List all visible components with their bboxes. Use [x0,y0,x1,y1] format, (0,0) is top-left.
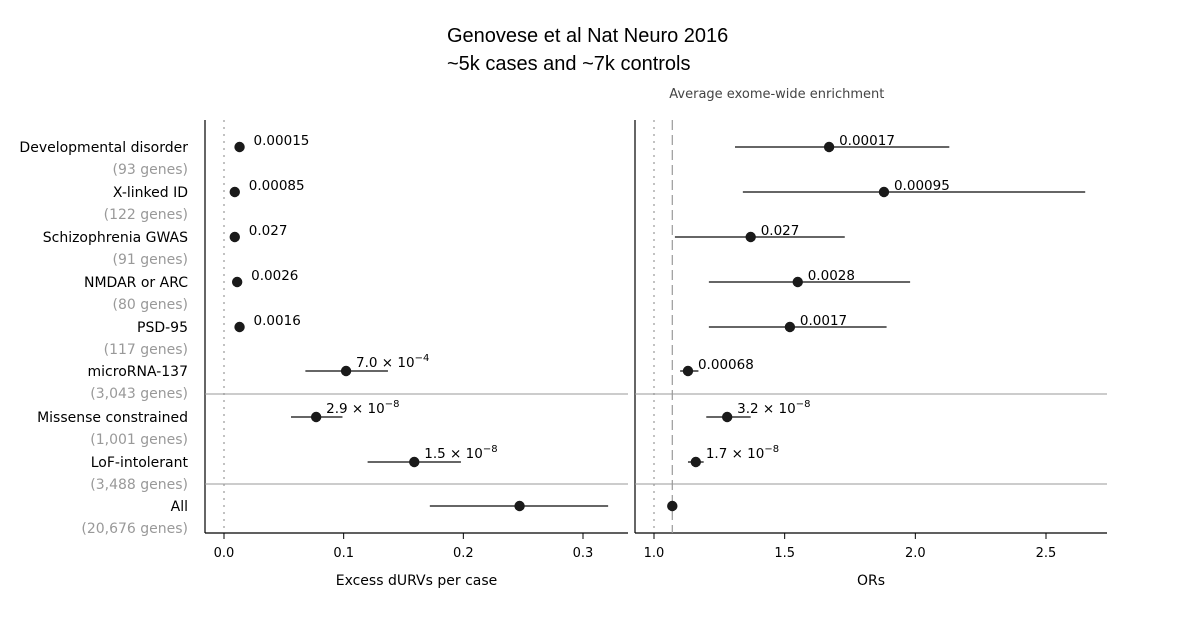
x-tick-label: 0.2 [453,546,474,561]
data-point [682,365,694,377]
x-tick-label: 0.0 [214,546,235,561]
x-axis-label: Excess dURVs per case [336,573,498,589]
p-value-label: 0.027 [761,223,800,239]
p-value-label: 0.00095 [894,178,950,194]
p-value-label: 3.2 × 10−8 [737,399,810,417]
data-point [231,276,243,288]
chart-heading: Genovese et al Nat Neuro 2016 ~5k cases … [0,22,1200,78]
row-label: All [171,499,188,515]
row-label: NMDAR or ARC [84,275,188,291]
p-value-label: 0.00085 [249,178,305,194]
data-point [784,321,796,333]
data-point [823,141,835,153]
row-gene-count: (117 genes) [104,342,188,358]
row-label: LoF-intolerant [91,455,189,471]
data-point [878,186,890,198]
p-value-label: 0.0026 [251,268,298,284]
data-point [667,500,678,512]
x-tick-label: 1.0 [644,546,665,561]
row-gene-count: (91 genes) [113,252,188,268]
heading-line-2: ~5k cases and ~7k controls [447,53,691,75]
data-point [721,411,733,423]
row-gene-count: (3,488 genes) [90,477,188,493]
x-tick-label: 0.1 [333,546,354,561]
row-gene-count: (1,001 genes) [90,432,188,448]
data-point [409,456,420,468]
p-value-label: 0.00015 [254,133,310,149]
p-value-label: 0.027 [249,223,288,239]
p-value-label: 2.9 × 10−8 [326,399,399,417]
row-gene-count: (3,043 genes) [90,386,188,402]
p-value-label: 7.0 × 10−4 [356,353,429,371]
heading-line-1: Genovese et al Nat Neuro 2016 [447,25,729,47]
data-point [514,500,525,512]
row-gene-count: (80 genes) [113,297,188,313]
x-tick-label: 1.5 [774,546,795,561]
x-tick-label: 2.0 [905,546,926,561]
row-gene-count: (93 genes) [113,162,188,178]
enrichment-label: Average exome-wide enrichment [669,87,884,102]
p-value-label: 0.00017 [839,133,895,149]
data-point [690,456,702,468]
p-value-label: 1.7 × 10−8 [706,444,779,462]
p-value-label: 0.0017 [800,313,847,329]
row-gene-count: (122 genes) [104,207,188,223]
data-point [310,411,322,423]
row-label: X-linked ID [113,185,188,201]
data-point [792,276,803,288]
row-label: Missense constrained [37,410,188,426]
p-value-label: 0.0028 [808,268,855,284]
p-value-label: 0.0016 [254,313,301,329]
p-value-label: 0.00068 [698,357,754,373]
row-gene-count: (20,676 genes) [81,521,188,537]
data-point [229,186,240,198]
x-tick-label: 0.3 [573,546,594,561]
data-point [234,321,245,333]
row-label: microRNA-137 [88,364,188,380]
x-axis-label: ORs [857,573,885,589]
row-label: PSD-95 [137,320,188,336]
data-point [340,365,352,377]
p-value-label: 1.5 × 10−8 [424,444,497,462]
data-point [745,231,756,243]
row-label: Schizophrenia GWAS [43,230,188,246]
data-point [234,141,245,153]
row-label: Developmental disorder [19,140,188,156]
data-point [229,231,240,243]
x-tick-label: 2.5 [1036,546,1057,561]
